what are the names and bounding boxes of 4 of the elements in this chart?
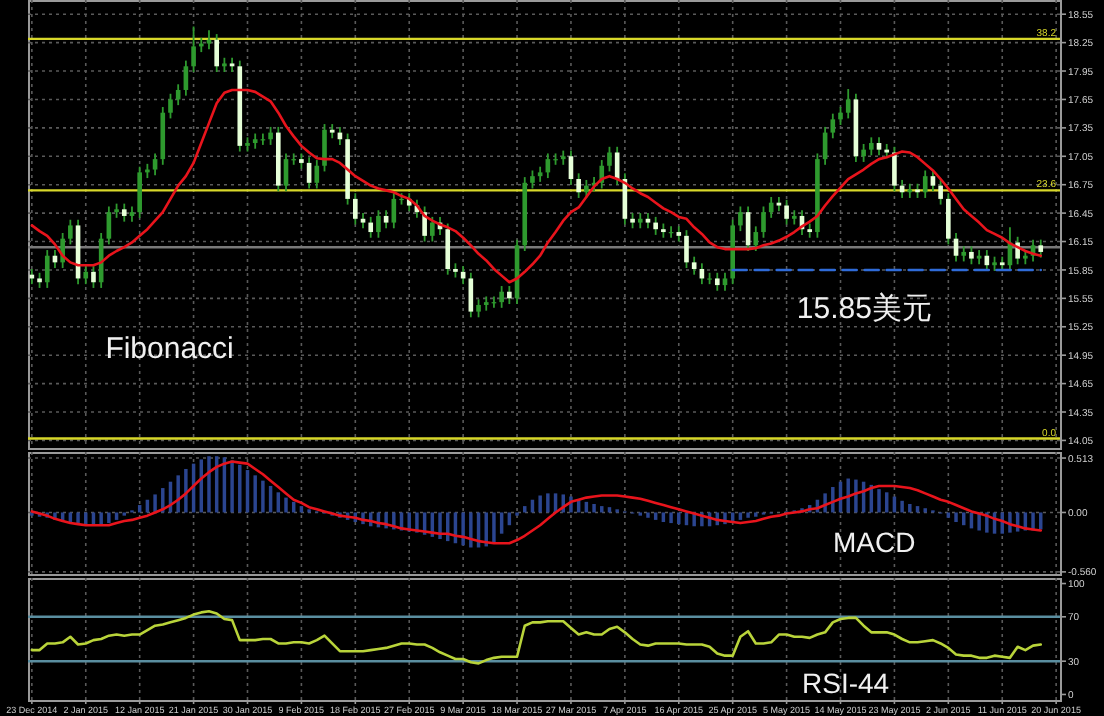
annotation: RSI-44 bbox=[802, 666, 890, 699]
annotation: Fibonacci bbox=[105, 332, 234, 367]
annotation: 15.85美元 bbox=[796, 292, 932, 327]
annotation: MACD bbox=[832, 526, 916, 559]
